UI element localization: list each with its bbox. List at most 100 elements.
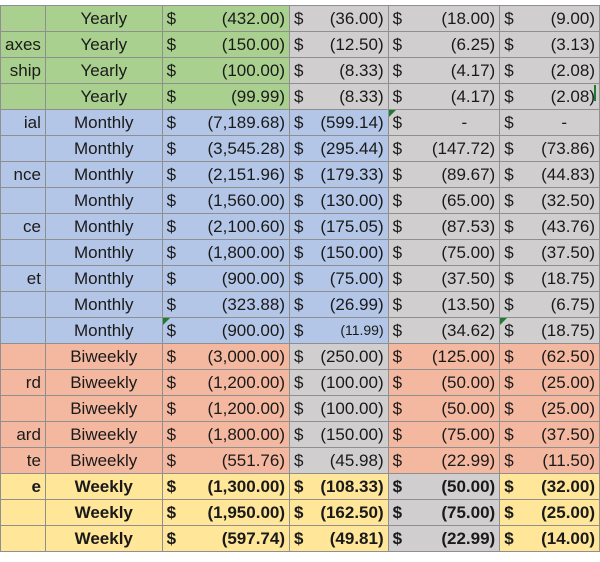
amount-cell-a[interactable]: $ (150.00)	[161, 31, 291, 58]
expense-name-cell[interactable]: rd	[0, 369, 46, 396]
expense-name-cell[interactable]	[0, 187, 46, 214]
frequency-cell[interactable]: Weekly	[44, 499, 163, 526]
amount-cell-c[interactable]: $ (87.53)	[387, 213, 501, 240]
amount-cell-c[interactable]: $ (65.00)	[387, 187, 501, 214]
expense-name-cell[interactable]	[0, 239, 46, 266]
expense-name-cell[interactable]	[0, 5, 46, 32]
amount-cell-c[interactable]: $ (125.00)	[387, 343, 501, 370]
amount-cell-c[interactable]: $ (147.72)	[387, 135, 501, 162]
amount-cell-a[interactable]: $ (1,950.00)	[161, 499, 291, 526]
amount-cell-c[interactable]: $ (75.00)	[387, 239, 501, 266]
expense-name-cell[interactable]: ce	[0, 213, 46, 240]
amount-cell-b[interactable]: $ (179.33)	[289, 161, 389, 188]
amount-cell-a[interactable]: $ (99.99)	[161, 83, 291, 110]
amount-cell-c[interactable]: $ (50.00)	[387, 369, 501, 396]
frequency-cell[interactable]: Monthly	[44, 317, 163, 344]
expense-name-cell[interactable]: ial	[0, 109, 46, 136]
amount-cell-d[interactable]: $ (3.13)	[499, 31, 600, 58]
amount-cell-a[interactable]: $ (551.76)	[161, 447, 291, 474]
amount-cell-b[interactable]: $ (8.33)	[289, 57, 389, 84]
amount-cell-a[interactable]: $ (7,189.68)	[161, 109, 291, 136]
frequency-cell[interactable]: Weekly	[44, 525, 163, 552]
frequency-cell[interactable]: Weekly	[44, 473, 163, 500]
amount-cell-c[interactable]: $ -	[387, 109, 501, 136]
amount-cell-b[interactable]: $ (108.33)	[289, 473, 389, 500]
frequency-cell[interactable]: Biweekly	[44, 369, 163, 396]
amount-cell-d[interactable]: $ (62.50)	[499, 343, 600, 370]
amount-cell-a[interactable]: $ (1,200.00)	[161, 395, 291, 422]
amount-cell-d[interactable]: $ (44.83)	[499, 161, 600, 188]
amount-cell-b[interactable]: $ (150.00)	[289, 239, 389, 266]
amount-cell-c[interactable]: $ (22.99)	[387, 525, 501, 552]
amount-cell-a[interactable]: $ (597.74)	[161, 525, 291, 552]
amount-cell-b[interactable]: $ (599.14)	[289, 109, 389, 136]
amount-cell-c[interactable]: $ (4.17)	[387, 57, 501, 84]
amount-cell-d[interactable]: $ (2.08)	[499, 83, 600, 110]
amount-cell-a[interactable]: $ (900.00)	[161, 265, 291, 292]
amount-cell-c[interactable]: $ (6.25)	[387, 31, 501, 58]
amount-cell-d[interactable]: $ (2.08)	[499, 57, 600, 84]
amount-cell-c[interactable]: $ (18.00)	[387, 5, 501, 32]
amount-cell-a[interactable]: $ (1,800.00)	[161, 239, 291, 266]
amount-cell-c[interactable]: $ (22.99)	[387, 447, 501, 474]
amount-cell-b[interactable]: $ (8.33)	[289, 83, 389, 110]
amount-cell-b[interactable]: $ (100.00)	[289, 395, 389, 422]
frequency-cell[interactable]: Monthly	[44, 291, 163, 318]
amount-cell-d[interactable]: $ (18.75)	[499, 317, 600, 344]
amount-cell-b[interactable]: $ (130.00)	[289, 187, 389, 214]
amount-cell-d[interactable]: $ -	[499, 109, 600, 136]
amount-cell-d[interactable]: $ (73.86)	[499, 135, 600, 162]
amount-cell-c[interactable]: $ (34.62)	[387, 317, 501, 344]
amount-cell-a[interactable]: $ (323.88)	[161, 291, 291, 318]
amount-cell-c[interactable]: $ (75.00)	[387, 421, 501, 448]
frequency-cell[interactable]: Yearly	[44, 57, 163, 84]
amount-cell-d[interactable]: $ (37.50)	[499, 421, 600, 448]
frequency-cell[interactable]: Yearly	[44, 83, 163, 110]
amount-cell-b[interactable]: $ (36.00)	[289, 5, 389, 32]
frequency-cell[interactable]: Monthly	[44, 265, 163, 292]
expense-name-cell[interactable]	[0, 135, 46, 162]
expense-name-cell[interactable]: e	[0, 473, 46, 500]
amount-cell-d[interactable]: $ (43.76)	[499, 213, 600, 240]
amount-cell-d[interactable]: $ (11.50)	[499, 447, 600, 474]
amount-cell-d[interactable]: $ (32.50)	[499, 187, 600, 214]
frequency-cell[interactable]: Monthly	[44, 161, 163, 188]
amount-cell-c[interactable]: $ (75.00)	[387, 499, 501, 526]
amount-cell-c[interactable]: $ (50.00)	[387, 473, 501, 500]
amount-cell-b[interactable]: $ (75.00)	[289, 265, 389, 292]
amount-cell-b[interactable]: $ (26.99)	[289, 291, 389, 318]
amount-cell-d[interactable]: $ (6.75)	[499, 291, 600, 318]
expense-name-cell[interactable]: axes	[0, 31, 46, 58]
amount-cell-b[interactable]: $ (49.81)	[289, 525, 389, 552]
frequency-cell[interactable]: Biweekly	[44, 447, 163, 474]
amount-cell-a[interactable]: $ (1,200.00)	[161, 369, 291, 396]
expense-name-cell[interactable]	[0, 343, 46, 370]
frequency-cell[interactable]: Biweekly	[44, 421, 163, 448]
expense-name-cell[interactable]	[0, 291, 46, 318]
amount-cell-a[interactable]: $ (2,100.60)	[161, 213, 291, 240]
amount-cell-a[interactable]: $ (1,300.00)	[161, 473, 291, 500]
frequency-cell[interactable]: Monthly	[44, 239, 163, 266]
amount-cell-c[interactable]: $ (4.17)	[387, 83, 501, 110]
amount-cell-b[interactable]: $ (45.98)	[289, 447, 389, 474]
frequency-cell[interactable]: Monthly	[44, 213, 163, 240]
amount-cell-d[interactable]: $ (32.00)	[499, 473, 600, 500]
amount-cell-b[interactable]: $ (162.50)	[289, 499, 389, 526]
amount-cell-d[interactable]: $ (18.75)	[499, 265, 600, 292]
frequency-cell[interactable]: Biweekly	[44, 395, 163, 422]
expense-name-cell[interactable]: ard	[0, 421, 46, 448]
frequency-cell[interactable]: Yearly	[44, 5, 163, 32]
expense-name-cell[interactable]	[0, 525, 46, 552]
frequency-cell[interactable]: Monthly	[44, 109, 163, 136]
amount-cell-c[interactable]: $ (37.50)	[387, 265, 501, 292]
amount-cell-b[interactable]: $ (175.05)	[289, 213, 389, 240]
amount-cell-c[interactable]: $ (89.67)	[387, 161, 501, 188]
amount-cell-d[interactable]: $ (14.00)	[499, 525, 600, 552]
amount-cell-b[interactable]: $ (100.00)	[289, 369, 389, 396]
amount-cell-a[interactable]: $ (1,800.00)	[161, 421, 291, 448]
amount-cell-b[interactable]: $ (295.44)	[289, 135, 389, 162]
amount-cell-d[interactable]: $ (25.00)	[499, 395, 600, 422]
expense-name-cell[interactable]: et	[0, 265, 46, 292]
expense-name-cell[interactable]: nce	[0, 161, 46, 188]
